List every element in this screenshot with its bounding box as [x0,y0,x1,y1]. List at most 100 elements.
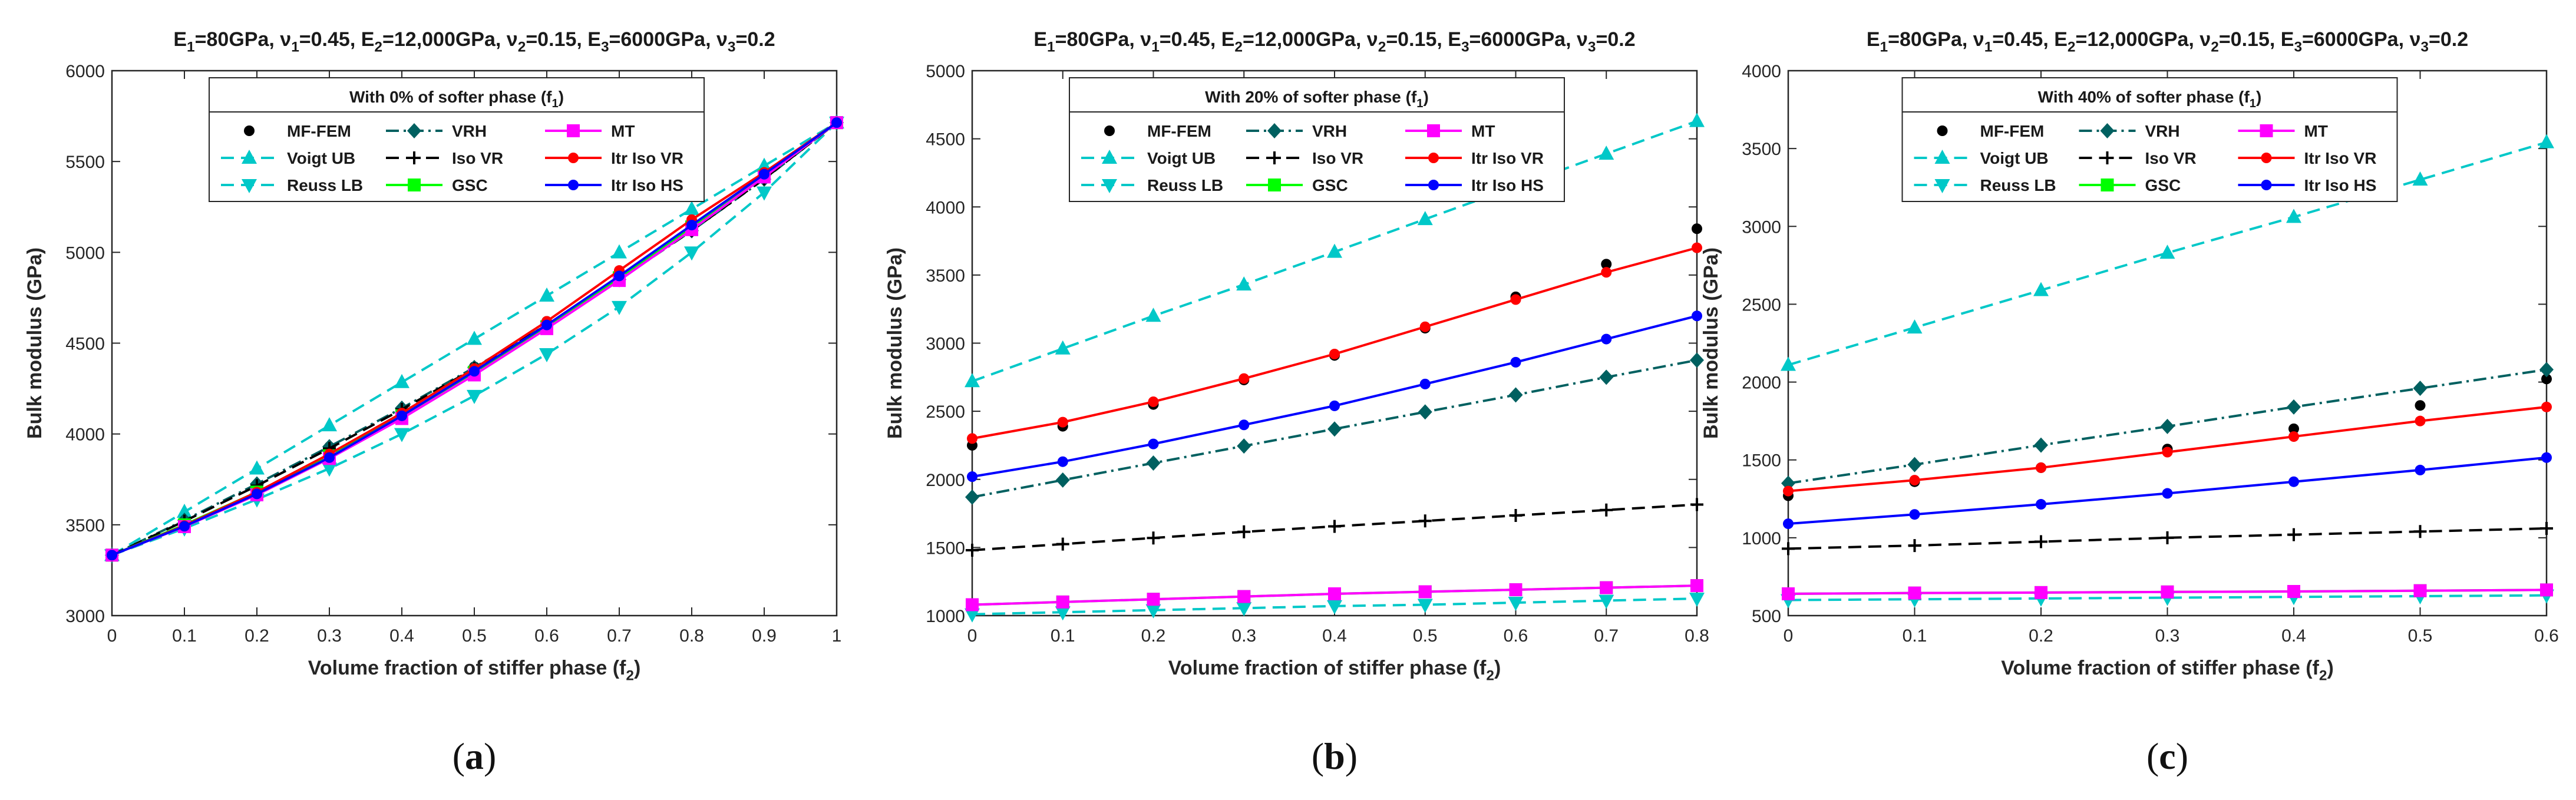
data-point [2541,401,2552,412]
y-tick-label: 2000 [926,471,965,490]
data-point [1055,472,1070,488]
x-tick-label: 0.4 [2281,626,2306,646]
legend-label: Reuss LB [1980,176,2056,194]
legend-label: Iso VR [2145,149,2197,167]
legend-label: Itr Iso HS [2304,176,2377,194]
legend-label: Voigt UB [1980,149,2049,167]
data-point [1236,602,1252,617]
data-point [539,348,554,362]
legend-entry: Reuss LB [221,176,363,194]
data-point [1328,587,1341,600]
data-point [1908,586,1921,600]
data-point [322,417,337,432]
data-point [2287,399,2301,415]
legend-label: MT [611,122,635,140]
data-point [684,246,699,261]
data-point [612,300,627,315]
legend-entry: VRH [2079,122,2180,140]
legend-swatch-marker [242,150,257,164]
data-point [1418,585,1432,599]
series-voigt-ub [1781,134,2554,371]
data-point [1690,579,1703,593]
chart-title: E1​=80GPa, ν1​=0.45, E2​=12,000GPa, ν2​=… [1867,28,2468,55]
y-tick-label: 4000 [926,198,965,217]
legend-label: MF-FEM [1147,122,1211,140]
x-tick-label: 0.7 [607,626,632,646]
data-point [1600,503,1613,517]
data-point [1599,146,1614,160]
x-tick-label: 0.6 [534,626,559,646]
chart-panel-0: 0 0.1 0.2 0.3 0.4 0.5 0.6 0.7 0.8 0.9 1 3000 3500 400… [24,28,844,777]
legend-label: MT [1471,122,1495,140]
data-point [1147,531,1160,545]
data-point [2539,134,2554,148]
series-reuss-lb [965,593,1705,623]
legend-swatch-marker [407,123,421,138]
legend-label: VRH [452,122,487,140]
data-point [1508,387,1523,403]
legend-swatch-marker [1104,125,1115,136]
data-point [1909,475,1920,486]
data-point [2287,528,2300,541]
data-point [539,287,554,302]
legend-entry: Reuss LB [1081,176,1223,194]
x-axis-label: Volume fraction of stiffer phase (f2​) [1168,657,1501,684]
legend-swatch-marker [1102,150,1117,164]
legend-entry: Itr Iso HS [1405,176,1544,194]
data-point [1147,593,1160,606]
y-tick-label: 1000 [1742,529,1781,548]
data-point [1418,404,1432,420]
y-tick-label: 4500 [926,130,965,150]
data-point [1056,595,1069,609]
y-tick-label: 2500 [1742,295,1781,315]
data-point [1509,509,1523,523]
legend-label: Voigt UB [287,149,355,167]
data-point [965,373,980,388]
data-point [757,157,772,172]
y-tick-label: 3500 [926,266,965,286]
data-point [2288,476,2299,487]
data-point [394,373,409,388]
data-point [2034,437,2048,453]
data-point [2162,447,2173,458]
data-point [1327,243,1342,258]
legend-label: Reuss LB [1147,176,1223,194]
legend-entry: VRH [386,122,487,140]
legend-label: MT [2304,122,2328,140]
data-point [1599,594,1614,609]
data-point [1692,310,1702,322]
legend-label: GSC [1312,176,1348,194]
legend-entry: Itr Iso VR [545,149,683,167]
legend-swatch-marker [1268,178,1281,191]
series-mt [1782,583,2553,600]
data-point [1601,333,1612,345]
legend-title: With 20% of softer phase (f1​) [1205,88,1429,110]
legend: With 0% of softer phase (f1​) MF-FEM Voigt… [209,77,705,202]
legend-entry: Itr Iso HS [2238,176,2377,194]
legend-entry: VRH [1246,122,1347,140]
legend-entry: GSC [1246,176,1348,194]
data-point [469,366,480,377]
legend-swatch-marker [1934,150,1950,164]
data-point [467,389,482,404]
data-point [1599,369,1614,385]
legend-entry: Iso VR [386,149,503,167]
x-tick-label: 0.5 [2408,626,2433,646]
legend-label: MF-FEM [287,122,351,140]
legend-box [1901,77,2398,202]
data-point [394,428,409,442]
data-point [1419,321,1431,332]
data-point [1057,456,1068,467]
y-tick-label: 3500 [65,516,105,535]
y-tick-label: 4500 [65,335,105,354]
legend-swatch-marker [1428,180,1439,190]
x-tick-label: 0.6 [2534,626,2559,646]
legend-entry: Iso VR [1246,149,1363,167]
panel-caption: (c) [2146,735,2188,777]
data-point [2160,418,2175,434]
legend-swatch-marker [2100,123,2115,138]
legend-label: Iso VR [452,149,503,167]
legend-label: GSC [2145,176,2181,194]
data-point [831,117,842,128]
data-point [686,220,697,231]
